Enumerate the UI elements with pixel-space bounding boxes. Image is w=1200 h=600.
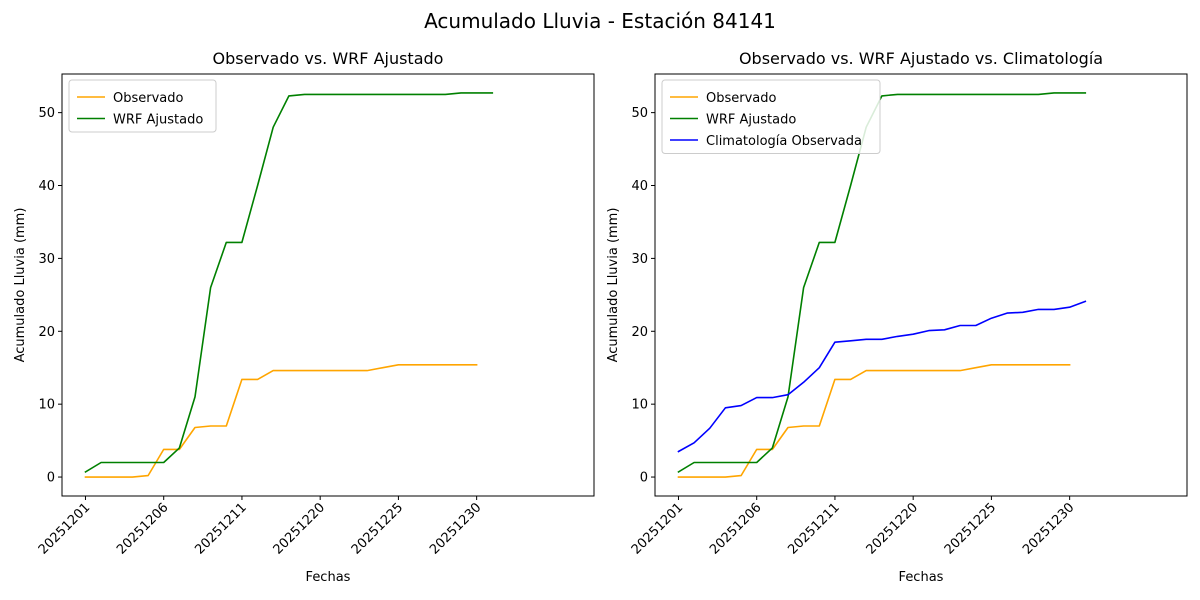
chart-0-legend: Observado WRF Ajustado: [68, 79, 217, 133]
chart-0-ytick-label: 30: [38, 252, 55, 267]
chart-1-title: Observado vs. WRF Ajustado vs. Climatolo…: [739, 49, 1103, 68]
chart-1-xlabel: Fechas: [899, 570, 944, 585]
chart-1-series-line-climatolog-a-observada: [677, 300, 1087, 453]
chart-0-xtick-label: 20251206: [114, 500, 171, 557]
chart-0-ytick-label: 10: [38, 398, 55, 413]
chart-0-title: Observado vs. WRF Ajustado: [213, 49, 444, 68]
chart-0-legend-box: [68, 79, 217, 133]
chart-1-xtick-label: 20251211: [785, 500, 842, 557]
chart-1-ytick-label: 30: [631, 252, 648, 267]
chart-0-xtick-label: 20251220: [271, 500, 328, 557]
chart-1-ytick-label: 10: [631, 398, 648, 413]
chart-1-xtick-label: 20251206: [707, 500, 764, 557]
chart-1-ytick-label: 50: [631, 106, 648, 121]
chart-0-axes-frame: [61, 73, 595, 497]
chart-0-xtick-label: 20251230: [427, 500, 484, 557]
chart-0-ytick-label: 50: [38, 106, 55, 121]
chart-1-legend-box: [661, 79, 881, 154]
chart-1-xtick-label: 20251230: [1020, 500, 1077, 557]
chart-0-series-line-observado: [84, 363, 478, 478]
chart-0-ytick-label: 40: [38, 179, 55, 194]
chart-0-xtick-label: 20251225: [349, 500, 406, 557]
chart-1-xtick-label: 20251201: [629, 500, 686, 557]
chart-0-legend-label: WRF Ajustado: [113, 113, 203, 128]
chart-0-legend-label: Observado: [113, 91, 184, 106]
chart-panel-right: Observado vs. WRF Ajustado vs. Climatolo…: [606, 49, 1188, 585]
chart-1-ylabel: Acumulado Lluvia (mm): [606, 208, 621, 363]
chart-1-series-line-observado: [677, 363, 1071, 478]
chart-0-xlabel: Fechas: [306, 570, 351, 585]
chart-0-ytick-label: 0: [47, 471, 55, 486]
figure-suptitle: Acumulado Lluvia - Estación 84141: [424, 9, 776, 33]
chart-panel-left: Observado vs. WRF Ajustado 0 10 20 30 40 50 202…: [13, 49, 595, 585]
chart-1-axes-frame: [654, 73, 1188, 497]
chart-1-xtick-label: 20251225: [942, 500, 999, 557]
chart-1-xtick-label: 20251220: [864, 500, 921, 557]
chart-1-legend: Observado WRF Ajustado Climatología Observ…: [661, 79, 881, 154]
chart-1-legend-label: Climatología Observada: [706, 134, 862, 149]
chart-0-ytick-label: 20: [38, 325, 55, 340]
chart-1-series-group: [677, 92, 1087, 478]
chart-1-ytick-label: 40: [631, 179, 648, 194]
chart-0-xtick-label: 20251201: [36, 500, 93, 557]
chart-1-ytick-label: 0: [640, 471, 648, 486]
chart-1-series-line-wrf-ajustado: [677, 92, 1087, 473]
chart-0-xtick-label: 20251211: [192, 500, 249, 557]
chart-0-ylabel: Acumulado Lluvia (mm): [13, 208, 28, 363]
chart-1-legend-label: WRF Ajustado: [706, 113, 796, 128]
chart-1-legend-label: Observado: [706, 91, 777, 106]
chart-0-series-line-wrf-ajustado: [84, 92, 494, 473]
chart-0-series-group: [84, 92, 494, 478]
chart-1-ytick-label: 20: [631, 325, 648, 340]
